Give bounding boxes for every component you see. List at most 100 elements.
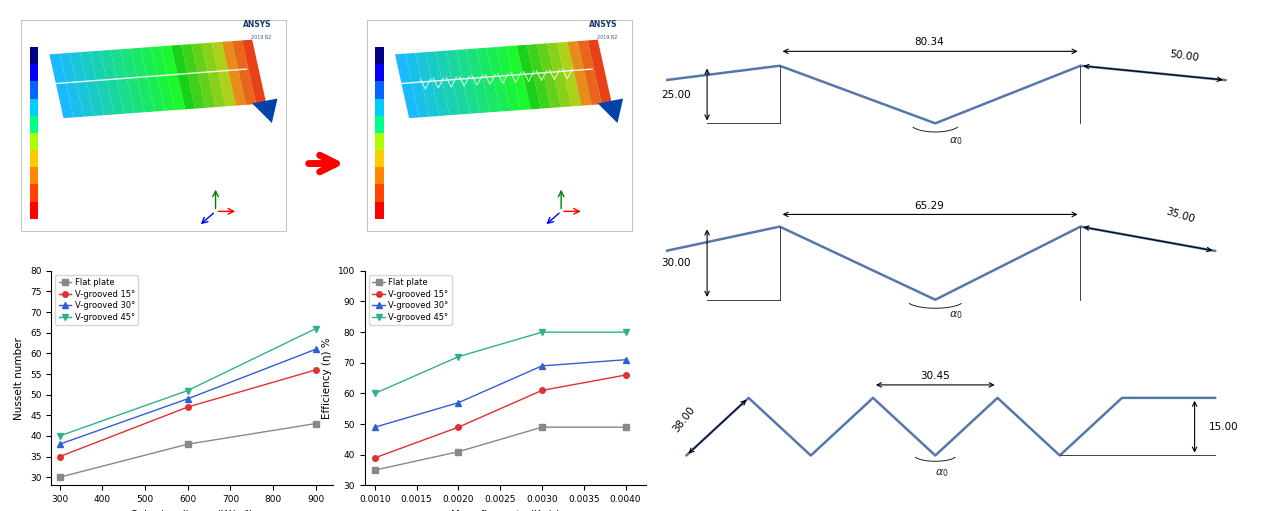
Bar [375,167,384,184]
Flat plate [180,441,196,447]
Text: $\alpha_0$: $\alpha_0$ [950,135,963,147]
Bar [375,64,384,81]
V-grooved 45° [52,433,68,439]
V-grooved 30° [618,357,634,363]
Polygon shape [201,42,225,107]
Line: V-grooved 30°: V-grooved 30° [371,357,628,430]
Text: 80.34: 80.34 [914,37,943,47]
Bar [29,115,38,133]
Bar [29,184,38,201]
Line: V-grooved 30°: V-grooved 30° [56,346,319,447]
Text: 38.00: 38.00 [671,405,696,434]
Polygon shape [598,99,623,123]
V-grooved 30° [451,400,466,406]
Polygon shape [536,43,561,108]
Polygon shape [527,44,550,108]
Flat plate [451,449,466,455]
Legend: Flat plate, V-grooved 15°, V-grooved 30°, V-grooved 45°: Flat plate, V-grooved 15°, V-grooved 30°… [369,275,452,325]
V-grooved 45° [308,326,324,332]
V-grooved 45° [367,390,383,397]
Polygon shape [406,53,429,118]
Polygon shape [110,49,134,114]
Polygon shape [517,45,541,109]
Polygon shape [425,52,449,116]
Text: 2019 R2: 2019 R2 [251,35,271,40]
Text: 2019 R2: 2019 R2 [596,35,617,40]
Polygon shape [252,99,278,123]
Bar [22,20,285,231]
Legend: Flat plate, V-grooved 15°, V-grooved 30°, V-grooved 45°: Flat plate, V-grooved 15°, V-grooved 30°… [55,275,138,325]
Line: V-grooved 45°: V-grooved 45° [371,329,628,397]
Polygon shape [456,49,480,114]
Bar [375,201,384,219]
Line: V-grooved 15°: V-grooved 15° [56,367,319,459]
X-axis label: Solar irradiance (W/m²): Solar irradiance (W/m²) [131,510,253,511]
Polygon shape [557,42,581,106]
Polygon shape [547,42,571,107]
Bar [375,81,384,99]
Bar [375,115,384,133]
Bar [29,201,38,219]
Polygon shape [588,40,612,104]
V-grooved 45° [618,329,634,335]
V-grooved 15° [451,424,466,430]
Flat plate [52,474,68,480]
Polygon shape [172,45,196,109]
Text: 30.00: 30.00 [660,258,690,268]
Line: Flat plate: Flat plate [56,421,319,480]
Polygon shape [50,54,74,118]
Polygon shape [211,42,236,106]
Bar [29,47,38,64]
V-grooved 15° [308,367,324,373]
Text: 25.00: 25.00 [660,89,690,100]
Bar [375,99,384,115]
V-grooved 15° [618,372,634,378]
Polygon shape [141,47,165,111]
Polygon shape [151,47,175,111]
Polygon shape [182,44,205,108]
V-grooved 15° [367,455,383,461]
Polygon shape [445,50,470,114]
Bar [29,64,38,81]
Polygon shape [577,40,602,105]
Polygon shape [466,49,490,113]
Polygon shape [131,48,155,112]
Polygon shape [486,47,511,111]
Polygon shape [100,50,124,114]
Text: ANSYS: ANSYS [243,20,271,29]
V-grooved 30° [52,441,68,447]
Bar [375,47,384,64]
V-grooved 15° [52,453,68,459]
V-grooved 45° [534,329,549,335]
Polygon shape [79,52,104,116]
V-grooved 30° [534,363,549,369]
Text: 50.00: 50.00 [1169,49,1199,63]
Text: $\alpha_0$: $\alpha_0$ [950,310,963,321]
Bar [29,99,38,115]
Polygon shape [120,49,145,113]
Text: 35.00: 35.00 [1165,206,1196,224]
Flat plate [534,424,549,430]
Polygon shape [242,40,266,104]
Polygon shape [476,48,500,112]
Text: ANSYS: ANSYS [589,20,617,29]
V-grooved 45° [180,387,196,393]
Text: 65.29: 65.29 [914,201,943,211]
V-grooved 15° [534,387,549,393]
Y-axis label: Efficiency (η) %: Efficiency (η) % [323,337,333,419]
V-grooved 30° [180,396,196,402]
Polygon shape [415,52,439,117]
Bar [375,150,384,167]
X-axis label: Mass flow rate (Kg/s): Mass flow rate (Kg/s) [451,510,561,511]
Text: 15.00: 15.00 [1210,422,1239,432]
Bar [29,150,38,167]
Flat plate [618,424,634,430]
Polygon shape [60,53,83,118]
Bar [375,133,384,150]
Line: V-grooved 45°: V-grooved 45° [56,326,319,439]
Polygon shape [567,41,591,106]
Polygon shape [90,51,114,115]
Polygon shape [497,47,521,111]
Polygon shape [191,43,215,108]
Y-axis label: Nusselt number: Nusselt number [14,337,24,420]
